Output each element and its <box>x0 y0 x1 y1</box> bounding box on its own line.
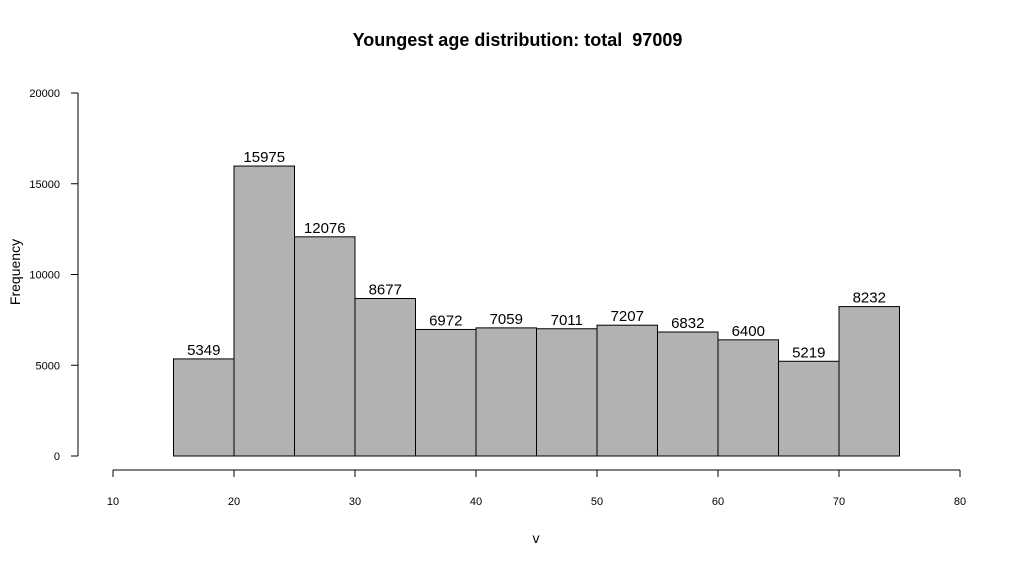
histogram-bar <box>778 360 840 457</box>
y-axis: 0 5000 10000 15000 20000 <box>29 88 79 463</box>
bar-count-label: 8677 <box>369 282 402 299</box>
y-tick-label: 15000 <box>29 179 60 191</box>
histogram-bar <box>294 236 356 457</box>
chart-title: Youngest age distribution: total 97009 <box>352 30 683 50</box>
y-tick-label: 10000 <box>29 270 60 282</box>
y-tick-label: 0 <box>54 451 60 463</box>
x-tick-label: 50 <box>591 496 603 508</box>
histogram-bar <box>475 327 537 457</box>
histogram-bar <box>596 324 658 457</box>
histogram-bar <box>415 328 477 457</box>
histogram-bar <box>536 328 598 457</box>
bar-count-label: 12076 <box>304 220 346 237</box>
x-tick-label: 80 <box>954 496 966 508</box>
x-tick-label: 70 <box>833 496 845 508</box>
bar-count-label: 6400 <box>732 323 765 340</box>
histogram-bar <box>233 165 295 457</box>
histogram-bar <box>657 331 719 457</box>
x-tick-label: 30 <box>349 496 361 508</box>
y-tick-label: 20000 <box>29 88 60 100</box>
bar-count-label: 6972 <box>429 312 462 329</box>
bar-count-label: 7207 <box>611 308 644 325</box>
x-axis: 10 20 30 40 50 60 70 80 <box>107 469 966 508</box>
histogram-bar <box>838 306 900 457</box>
bar-count-label: 7011 <box>551 312 583 329</box>
x-axis-label: v <box>532 530 540 546</box>
histogram-bar <box>354 298 416 457</box>
bars-group <box>173 165 900 457</box>
bar-labels-group: 5349 15975 12076 8677 6972 7059 7011 7207 6832 64… <box>187 149 886 361</box>
bar-count-label: 15975 <box>243 149 285 166</box>
x-tick-label: 60 <box>712 496 724 508</box>
histogram-bar <box>173 358 235 457</box>
y-axis-label: Frequency <box>7 238 23 306</box>
x-tick-label: 40 <box>470 496 482 508</box>
bar-count-label: 8232 <box>853 290 886 307</box>
y-tick-label: 5000 <box>36 360 60 372</box>
x-tick-label: 20 <box>228 496 240 508</box>
bar-count-label: 5219 <box>792 344 825 361</box>
bar-count-label: 7059 <box>490 311 523 328</box>
bar-count-label: 6832 <box>671 315 704 332</box>
bar-count-label: 5349 <box>187 342 220 359</box>
x-tick-label: 10 <box>107 496 119 508</box>
histogram-bar <box>717 339 779 457</box>
